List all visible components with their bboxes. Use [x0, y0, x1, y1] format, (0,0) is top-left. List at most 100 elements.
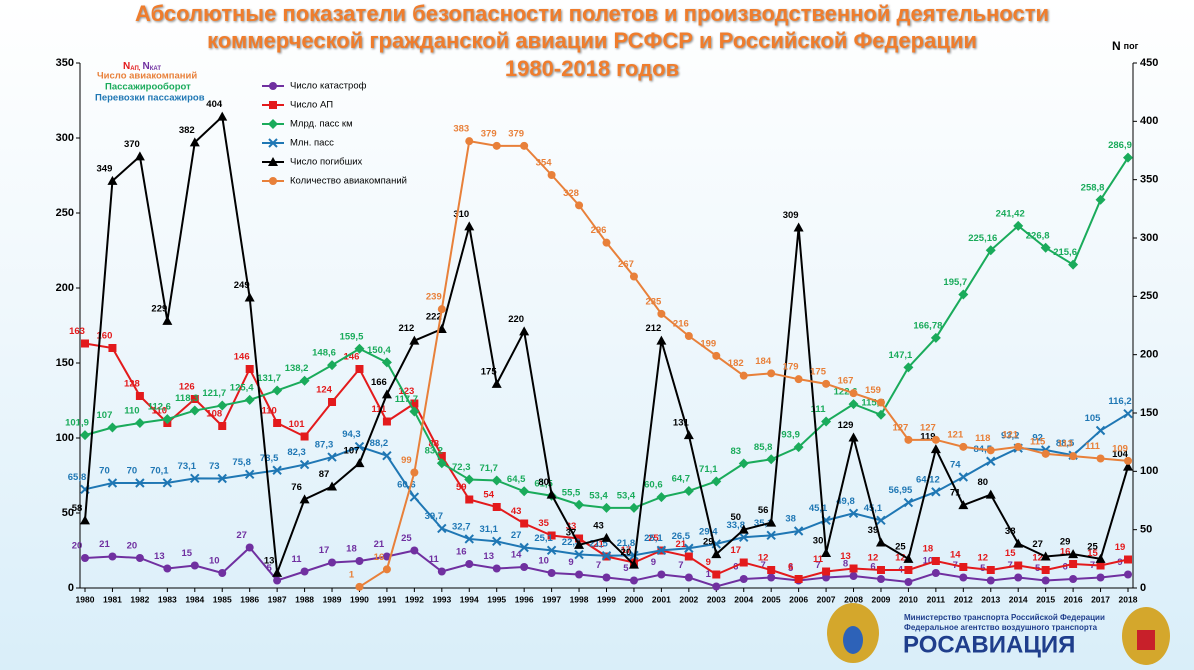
data-label: 118,3 — [175, 393, 198, 404]
data-point — [354, 441, 365, 452]
data-label: 286,9 — [1108, 140, 1132, 151]
data-label: 226,8 — [1026, 230, 1050, 241]
legend-marker — [268, 138, 278, 148]
data-label: 87 — [319, 469, 330, 480]
data-point — [1069, 560, 1078, 568]
data-label: 20 — [72, 541, 83, 552]
x-tick-label: 1991 — [377, 594, 396, 604]
data-point — [327, 481, 338, 491]
data-point — [81, 339, 89, 348]
data-label: 10 — [209, 556, 220, 567]
data-point — [107, 478, 118, 488]
data-label: 121 — [1002, 429, 1019, 440]
data-point — [903, 553, 914, 563]
data-label: 229 — [151, 303, 167, 314]
data-label: 73,1 — [178, 461, 197, 472]
chart-title: 1980-2018 годов — [505, 56, 679, 81]
legend-label: Количество авиакомпаний — [290, 176, 407, 187]
data-point — [575, 570, 584, 579]
data-point — [574, 549, 584, 560]
data-point — [849, 564, 858, 573]
data-point — [300, 432, 309, 441]
data-point — [849, 572, 858, 580]
data-label: 18 — [923, 544, 934, 555]
data-point — [1095, 553, 1106, 563]
data-point — [382, 565, 391, 574]
data-label: 110 — [124, 406, 139, 417]
data-point — [1014, 442, 1023, 451]
data-point — [272, 567, 283, 577]
data-point — [409, 335, 420, 345]
series-line — [84, 157, 1129, 509]
x-tick-label: 2011 — [927, 594, 946, 604]
y-axis-label: NАП, NКАТ — [123, 61, 161, 72]
data-point — [382, 552, 391, 561]
data-point — [272, 385, 283, 396]
data-point — [1040, 242, 1051, 253]
data-label: 38 — [1005, 526, 1016, 537]
data-label: 80 — [538, 477, 549, 488]
data-label: 107 — [97, 410, 113, 421]
data-label: 35 — [538, 518, 549, 529]
data-label: 99 — [401, 455, 412, 466]
data-point — [189, 405, 200, 416]
data-point — [683, 485, 694, 496]
data-point — [189, 137, 200, 147]
data-point — [464, 221, 475, 231]
data-point — [601, 502, 612, 513]
data-label: 35,1 — [754, 518, 773, 529]
logo: Министерство транспорта Российской Федер… — [827, 603, 1170, 665]
data-label: 53,4 — [617, 490, 636, 501]
x-tick-label: 2008 — [844, 594, 863, 604]
data-label: 127 — [920, 422, 936, 433]
data-label: 7 — [815, 560, 820, 571]
data-point — [1096, 454, 1105, 463]
data-label: 87,3 — [315, 440, 334, 451]
data-point — [163, 564, 172, 573]
data-point — [1068, 549, 1079, 559]
x-tick-label: 1984 — [185, 594, 204, 604]
data-point — [574, 539, 585, 549]
x-tick-label: 2014 — [1009, 594, 1028, 604]
data-point — [327, 360, 338, 371]
data-point — [657, 570, 666, 579]
data-label: 13 — [483, 551, 494, 562]
data-point — [135, 392, 144, 400]
data-point — [190, 561, 199, 570]
data-label: 216 — [673, 319, 689, 330]
x-tick-label: 2000 — [624, 594, 643, 604]
data-label: 92 — [1032, 433, 1043, 444]
data-label: 101,9 — [65, 418, 89, 429]
data-label: 29 — [1060, 537, 1071, 548]
x-tick-label: 1987 — [268, 594, 287, 604]
data-point — [657, 309, 666, 318]
data-point — [848, 399, 859, 410]
data-label: 16 — [1060, 547, 1071, 558]
data-label: 8 — [843, 559, 848, 570]
data-label: 5 — [623, 563, 629, 574]
data-label: 175 — [481, 366, 498, 377]
data-point — [437, 305, 446, 314]
data-label: 110 — [152, 406, 167, 417]
data-label: 50 — [730, 512, 741, 523]
data-label: 37 — [566, 527, 577, 538]
data-label: 7 — [1008, 560, 1013, 571]
data-point — [629, 576, 638, 585]
y-tick-label: 150 — [56, 357, 74, 369]
data-point — [1124, 555, 1132, 564]
data-point — [520, 563, 529, 571]
data-point — [354, 458, 365, 468]
data-point — [1096, 561, 1105, 570]
label-part: N — [123, 61, 130, 72]
data-point — [1041, 576, 1050, 585]
logo-text: РОСАВИАЦИЯ — [903, 631, 1075, 658]
data-label: 370 — [124, 139, 140, 150]
x-tick-label: 2012 — [954, 594, 973, 604]
data-point — [520, 141, 529, 150]
data-point — [904, 435, 913, 444]
data-label: 138,2 — [285, 363, 309, 374]
data-point — [930, 332, 941, 343]
x-tick-label: 1983 — [158, 594, 177, 604]
data-label: 379 — [481, 128, 497, 139]
data-point — [656, 545, 667, 556]
